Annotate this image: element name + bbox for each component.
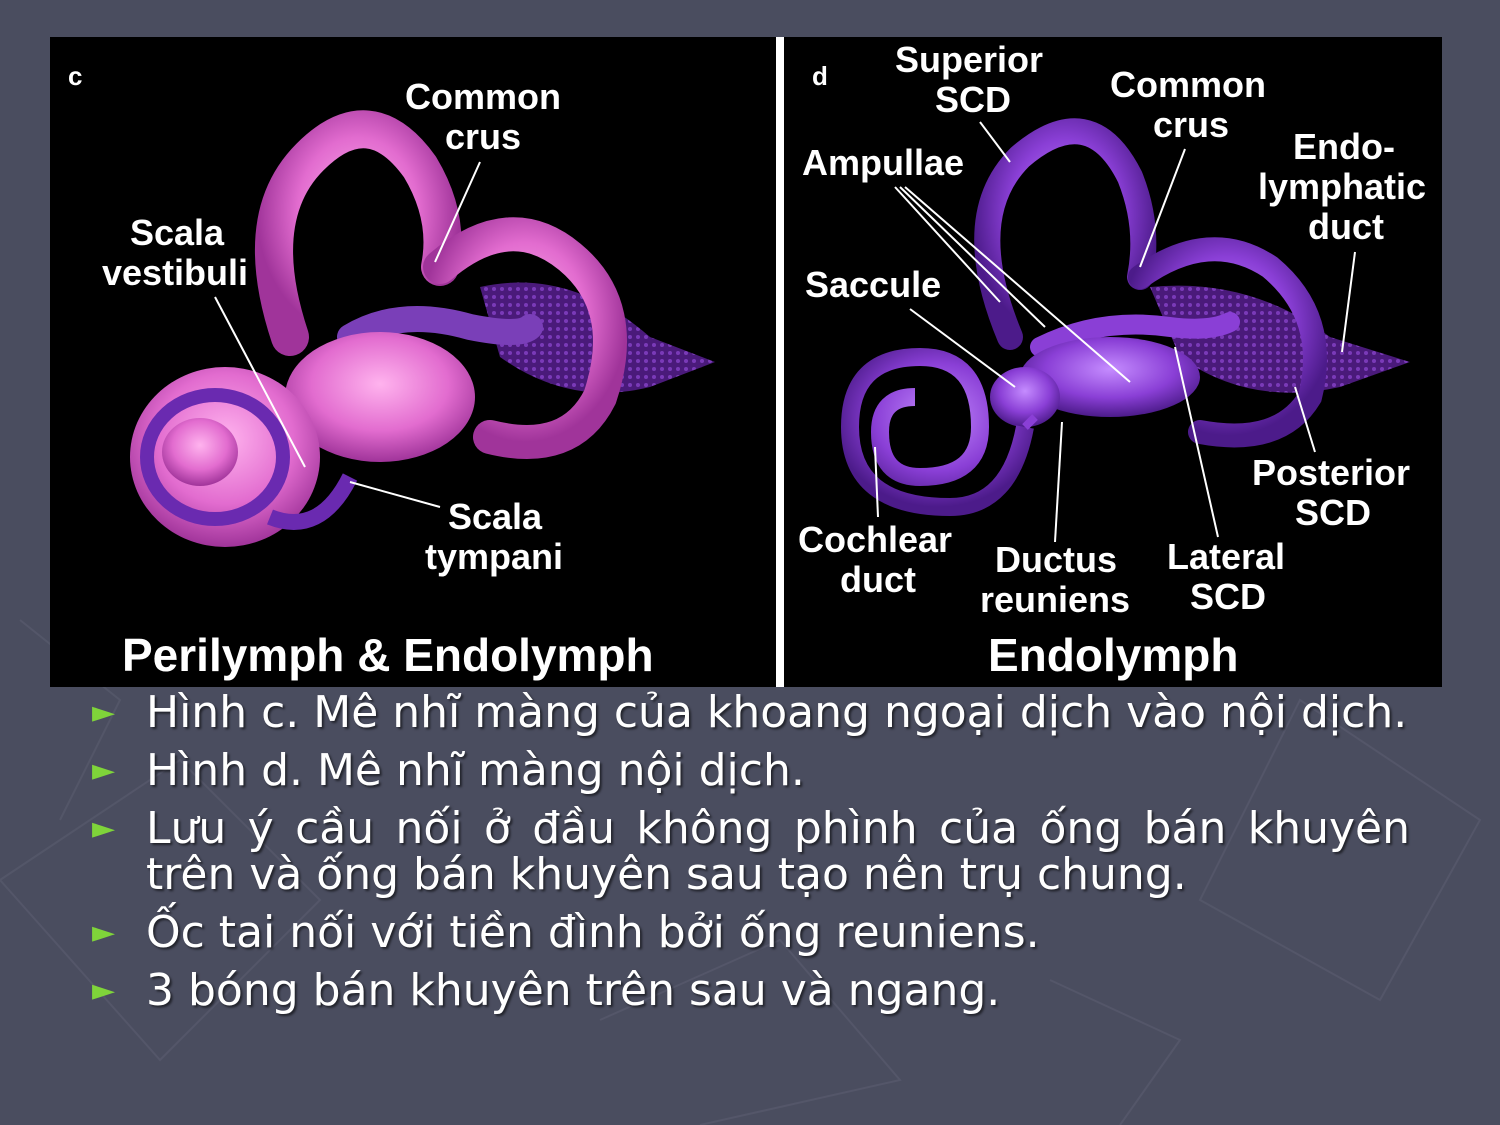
bullet-arrow-icon: ► [92,973,116,1008]
label-ductus-reuniens-l2: reuniens [980,579,1130,620]
pointer-ampullae-1 [894,186,1001,303]
label-common-crus-right-l2: crus [1153,104,1229,145]
label-endo-l1: Endo- [1293,126,1395,167]
pointer-scala-vestibuli [214,296,306,468]
label-scala-vestibuli-l1: Scala [130,212,225,253]
lateral-canal-right [1030,312,1240,357]
pointer-common-crus-right [1139,148,1186,268]
bullet-text: Lưu ý cầu nối ở đầu không phình của ống … [146,803,1410,900]
bullet-arrow-icon: ► [92,695,116,730]
pointer-lateral-scd [1174,346,1219,538]
label-ductus-reuniens-l1: Ductus [995,539,1117,580]
bullet-item: ► 3 bóng bán khuyên trên sau và ngang. [92,968,1410,1014]
pointer-ductus-reuniens [1054,421,1063,543]
endolymphatic-sac-right [1150,285,1410,393]
inner-ear-figure: c Common crus Scala vestibuli Scala tymp… [50,37,1442,687]
pointer-saccule [909,308,1016,388]
pointer-posterior-scd [1294,386,1316,453]
label-posterior-scd-l1: Posterior [1252,452,1410,493]
bullet-list: ► Hình c. Mê nhĩ màng của khoang ngoại dị… [92,690,1410,1026]
cochlea-apex-left [162,418,238,486]
label-scala-vestibuli-l2: vestibuli [102,252,248,293]
cochlea-turn-left [140,388,290,526]
bullet-text: Hình c. Mê nhĩ màng của khoang ngoại dịc… [146,687,1408,738]
bullet-text: Ốc tai nối với tiền đình bởi ống reunien… [146,907,1040,958]
panel-letter-c: c [68,61,82,91]
label-lateral-scd-l2: SCD [1190,576,1266,617]
bullet-item: ► Ốc tai nối với tiền đình bởi ống reunie… [92,910,1410,956]
caption-left: Perilymph & Endolymph [122,629,654,681]
left-panel-c: c Common crus Scala vestibuli Scala tymp… [68,61,715,681]
label-lateral-scd-l1: Lateral [1167,536,1285,577]
label-posterior-scd-l2: SCD [1295,492,1371,533]
bullet-arrow-icon: ► [92,915,116,950]
label-scala-tympani-l1: Scala [448,496,543,537]
panel-divider [776,37,784,687]
bullet-text: Hình d. Mê nhĩ màng nội dịch. [146,745,805,796]
right-panel-d: d Superior SCD Common crus Endo- lymphat… [798,39,1426,681]
label-superior-scd-l2: SCD [935,79,1011,120]
pointer-ampullae-3 [904,186,1131,383]
label-endo-l3: duct [1308,206,1384,247]
caption-right: Endolymph [988,629,1238,681]
inner-ear-illustration: c Common crus Scala vestibuli Scala tymp… [68,37,1426,687]
ductus-reuniens-shape [1022,414,1038,430]
scala-tympani-shape [267,473,358,530]
panel-letter-d: d [812,61,828,91]
cochlear-duct-spiral [840,347,1034,517]
label-saccule: Saccule [805,264,941,305]
label-common-crus-l2: crus [445,116,521,157]
bullet-item: ► Hình c. Mê nhĩ màng của khoang ngoại dị… [92,690,1410,736]
pointer-endolymphatic-duct [1341,251,1356,353]
label-cochlear-duct-l2: duct [840,559,916,600]
bullet-arrow-icon: ► [92,811,116,846]
bullet-item: ► Hình d. Mê nhĩ màng nội dịch. [92,748,1410,794]
utricle-right [1020,337,1200,417]
vestibule-left [285,332,475,462]
label-common-crus-l1: Common [405,76,561,117]
bullet-item: ► Lưu ý cầu nối ở đầu không phình của ống… [92,806,1410,898]
pointer-common-crus-left [434,161,481,263]
label-ampullae: Ampullae [802,142,964,183]
bullet-arrow-icon: ► [92,753,116,788]
pointer-cochlear-duct [874,446,879,518]
label-cochlear-duct-l1: Cochlear [798,519,952,560]
superior-canal-left [255,110,462,356]
superior-canal-right [974,118,1157,350]
pointer-superior-scd [979,121,1011,163]
pointer-ampullae-2 [899,186,1046,328]
lateral-canal-left [337,306,543,350]
label-common-crus-right-l1: Common [1110,64,1266,105]
bullet-text: 3 bóng bán khuyên trên sau và ngang. [146,965,1001,1016]
posterior-canal-right [1128,237,1327,448]
posterior-canal-left [423,217,627,459]
label-endo-l2: lymphatic [1258,166,1426,207]
label-superior-scd-l1: Superior [895,39,1043,80]
pointer-scala-tympani [349,481,441,508]
label-scala-tympani-l2: tympani [425,536,563,577]
